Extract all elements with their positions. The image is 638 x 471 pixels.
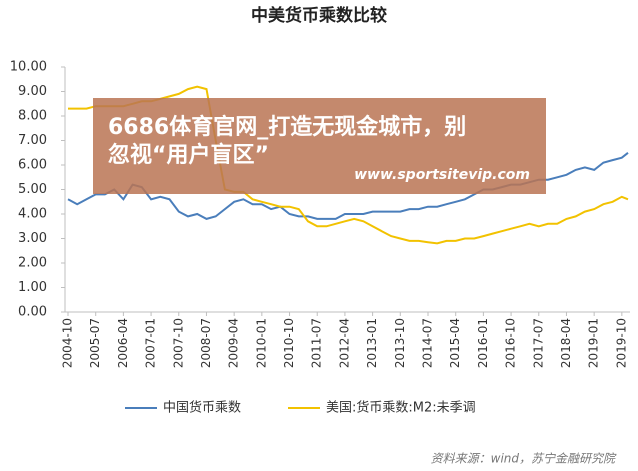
- plot-area: 0.00 1.00 2.00 3.00 4.00 5.00 6.00 7.00 8.00 9.00…: [10, 60, 629, 368]
- banner-url: www.sportsitevip.com: [354, 167, 530, 183]
- y-tick-label: 0.00: [18, 305, 47, 320]
- y-tick-label: 1.00: [18, 280, 47, 295]
- x-tick-label: 2011-07: [310, 318, 324, 368]
- banner-headline: 6686体育官网_打造无现金城市，别: [108, 114, 466, 140]
- x-tick-label: 2007-10: [171, 318, 185, 368]
- x-tick-label: 2016-01: [476, 318, 490, 368]
- x-tick-label: 2009-04: [227, 318, 241, 368]
- x-tick-label: 2012-04: [337, 318, 351, 368]
- chart-title: 中美货币乘数比较: [251, 5, 387, 26]
- x-tick-label: 2013-01: [365, 318, 379, 368]
- x-tick-label: 2017-07: [531, 318, 545, 368]
- banner-bg: [93, 98, 546, 194]
- y-tick-label: 4.00: [18, 207, 47, 222]
- x-tick-label: 2013-10: [393, 318, 407, 368]
- x-tick-label: 2008-07: [199, 318, 213, 368]
- legend-label: 美国:货币乘数:M2:未季调: [326, 400, 476, 416]
- legend-label: 中国货币乘数: [163, 400, 241, 416]
- y-tick-label: 5.00: [18, 182, 47, 197]
- y-tick-label: 10.00: [10, 60, 47, 75]
- y-tick-label: 9.00: [18, 84, 47, 99]
- x-tick-label: 2005-07: [88, 318, 102, 368]
- y-tick-label: 6.00: [18, 158, 47, 173]
- banner-headline: 忽视“用户盲区”: [108, 142, 269, 168]
- y-tick-label: 3.00: [18, 231, 47, 246]
- x-tick-label: 2015-04: [448, 318, 462, 368]
- x-tick-label: 2019-10: [614, 318, 628, 368]
- x-tick-label: 2014-07: [421, 318, 435, 368]
- overlay-banner: 6686体育官网_打造无现金城市，别 忽视“用户盲区” www.sportsit…: [93, 98, 546, 194]
- y-tick-label: 8.00: [18, 109, 47, 124]
- x-tick-label: 2019-01: [587, 318, 601, 368]
- x-tick-label: 2016-10: [504, 318, 518, 368]
- x-tick-label: 2007-01: [144, 318, 158, 368]
- y-tick-label: 2.00: [18, 256, 47, 271]
- x-tick-label: 2010-01: [254, 318, 268, 368]
- x-tick-label: 2006-04: [116, 318, 130, 368]
- x-tick-label: 2018-04: [559, 318, 573, 368]
- source-note: 资料来源：wind，苏宁金融研究院: [431, 452, 617, 466]
- x-tick-label: 2010-10: [282, 318, 296, 368]
- x-tick-label: 2004-10: [61, 318, 75, 368]
- y-tick-label: 7.00: [18, 133, 47, 148]
